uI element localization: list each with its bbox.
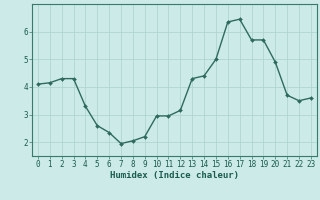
X-axis label: Humidex (Indice chaleur): Humidex (Indice chaleur) <box>110 171 239 180</box>
